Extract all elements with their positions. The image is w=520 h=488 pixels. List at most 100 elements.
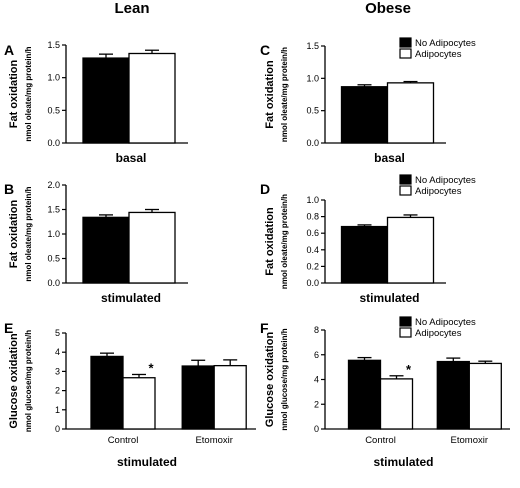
legend-swatch	[399, 185, 412, 196]
y-tick-label: 5	[55, 328, 60, 338]
bar-no-adipocytes	[340, 86, 389, 144]
bar-adipocytes	[128, 211, 176, 284]
legend-label: No Adipocytes	[415, 317, 476, 328]
y-tick-label: 0	[55, 424, 60, 434]
panel-letter: D	[260, 181, 270, 197]
y-axis-title: Fat oxidation	[264, 207, 276, 276]
y-tick-label: 8	[314, 325, 319, 335]
bar-adipocytes	[468, 362, 502, 430]
bar-no-adipocytes	[90, 355, 124, 430]
y-tick-label: 0.0	[47, 278, 60, 288]
y-tick-label: 2	[314, 399, 319, 409]
y-tick-label: 0	[314, 424, 319, 434]
y-tick-label: 0.0	[47, 138, 60, 148]
column-header-obese: Obese	[365, 0, 411, 17]
y-tick-label: 2.0	[47, 180, 60, 190]
x-axis-title: basal	[116, 151, 147, 165]
legend-swatch	[399, 316, 412, 327]
y-axis-title: Fat oxidation	[264, 60, 276, 129]
legend-label: Adipocytes	[415, 186, 462, 197]
y-tick-label: 0.2	[306, 261, 319, 271]
category-label: Etomoxir	[451, 435, 488, 446]
panel-letter: F	[260, 320, 269, 336]
bar-no-adipocytes	[82, 216, 130, 284]
y-tick-label: 1.5	[47, 40, 60, 50]
panel-letter: B	[4, 181, 14, 197]
y-tick-label: 0.0	[306, 278, 319, 288]
legend-label: Adipocytes	[415, 49, 462, 60]
y-tick-label: 1.0	[306, 195, 319, 205]
y-axis-unit: nmol glucose/mg protein/h	[24, 330, 33, 432]
y-tick-label: 0.8	[306, 212, 319, 222]
y-tick-label: 0.4	[306, 245, 319, 255]
bar-adipocytes	[122, 377, 156, 430]
legend-label: Adipocytes	[415, 328, 462, 339]
y-axis-unit: nmol oleate/mg protein/h	[24, 46, 33, 141]
y-tick-label: 1	[55, 405, 60, 415]
column-header-lean: Lean	[114, 0, 149, 17]
y-tick-label: 6	[314, 350, 319, 360]
bar-no-adipocytes	[436, 360, 470, 430]
category-label: Control	[365, 435, 396, 446]
significance-marker: *	[406, 362, 412, 377]
bar-no-adipocytes	[340, 225, 389, 284]
y-tick-label: 1.0	[47, 229, 60, 239]
y-tick-label: 0.5	[47, 105, 60, 115]
legend-swatch	[399, 48, 412, 59]
y-tick-label: 0.6	[306, 228, 319, 238]
y-tick-label: 4	[55, 347, 60, 357]
y-tick-label: 0.0	[306, 138, 319, 148]
bar-no-adipocytes	[347, 359, 382, 430]
panel-c: C Fat oxidation nmol oleate/mg protein/h 0.…	[260, 37, 476, 165]
bar-adipocytes	[379, 378, 414, 430]
panel-d: D Fat oxidation nmol oleate/mg protein/h 0.…	[260, 174, 476, 305]
category-label: Etomoxir	[195, 435, 232, 446]
bar-adipocytes	[386, 82, 435, 144]
significance-marker: *	[148, 360, 154, 375]
panel-a: A Fat oxidation nmol oleate/mg protein/h 0.…	[4, 40, 188, 165]
y-axis-title: Glucose oxidation	[264, 332, 276, 428]
bar-no-adipocytes	[181, 365, 215, 430]
bar-adipocytes	[386, 216, 435, 284]
legend-label: No Adipocytes	[415, 38, 476, 49]
y-axis-title: Glucose oxidation	[8, 333, 20, 429]
y-tick-label: 1.5	[47, 205, 60, 215]
panel-letter: E	[4, 320, 13, 336]
y-axis-title: Fat oxidation	[8, 60, 20, 129]
y-tick-label: 0.5	[47, 254, 60, 264]
y-axis-unit: nmol oleate/mg protein/h	[280, 194, 289, 289]
bar-adipocytes	[213, 364, 247, 430]
y-tick-label: 3	[55, 366, 60, 376]
y-tick-label: 4	[314, 375, 319, 385]
x-axis-title: stimulated	[117, 455, 177, 469]
y-tick-label: 0.5	[306, 106, 319, 116]
y-tick-label: 1.5	[306, 41, 319, 51]
bar-no-adipocytes	[82, 57, 130, 144]
panels: A Fat oxidation nmol oleate/mg protein/h 0.…	[4, 37, 510, 469]
legend-swatch	[399, 174, 412, 185]
y-axis-title: Fat oxidation	[8, 200, 20, 269]
x-axis-title: basal	[374, 151, 405, 165]
y-axis-unit: nmol oleate/mg protein/h	[24, 186, 33, 281]
panel-b: B Fat oxidation nmol oleate/mg protein/h 0.…	[4, 180, 188, 305]
panel-letter: A	[4, 42, 14, 58]
legend-label: No Adipocytes	[415, 175, 476, 186]
y-tick-label: 1.0	[47, 73, 60, 83]
bar-adipocytes	[128, 52, 176, 144]
x-axis-title: stimulated	[359, 291, 419, 305]
y-tick-label: 1.0	[306, 73, 319, 83]
panel-letter: C	[260, 42, 270, 58]
x-axis-title: stimulated	[373, 455, 433, 469]
y-axis-unit: nmol glucose/mg protein/h	[280, 328, 289, 430]
category-label: Control	[108, 435, 139, 446]
y-axis-unit: nmol oleate/mg protein/h	[280, 47, 289, 142]
x-axis-title: stimulated	[101, 291, 161, 305]
legend-swatch	[399, 327, 412, 338]
legend-swatch	[399, 37, 412, 48]
